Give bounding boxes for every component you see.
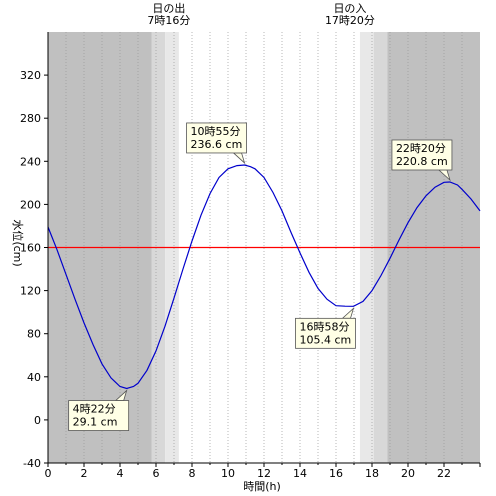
x-tick-label: 2: [81, 467, 88, 480]
y-tick-label: 40: [27, 371, 41, 384]
tooltip-time: 16時58分: [299, 320, 349, 333]
y-tick-label: 160: [20, 242, 41, 255]
axes-layer: -40 0 40 80 120 160 200 240 280 320 0 2 4 6 8 10 12 14 16 1…: [20, 32, 481, 480]
x-tick-label: 18: [365, 467, 379, 480]
tooltip-box: [68, 400, 130, 431]
tooltip-value: 105.4 cm: [299, 333, 351, 346]
tooltip-value: 29.1 cm: [73, 416, 118, 429]
x-tick-label: 20: [401, 467, 415, 480]
x-axis-label: 時間(h): [243, 480, 281, 493]
x-tick-label: 14: [293, 467, 307, 480]
water-level-series: [47, 164, 481, 390]
x-tick-label: 10: [221, 467, 235, 480]
y-tick-label: -40: [23, 457, 41, 470]
tooltip-time: 22時20分: [396, 142, 446, 155]
y-tick-label: 320: [20, 69, 41, 82]
sun-event-title: 日の入: [333, 2, 366, 15]
tooltip-box: [295, 317, 356, 349]
x-tick-label: 12: [257, 467, 271, 480]
tooltip-time: 4時22分: [73, 403, 116, 416]
sun-event-title: 日の出: [152, 1, 185, 15]
tooltip-value: 236.6 cm: [191, 138, 243, 151]
y-axis-label: 水位(cm): [11, 219, 25, 266]
y-tick-label: 80: [27, 328, 41, 341]
x-tick-label: 8: [189, 467, 196, 480]
x-tick-label: 4: [117, 467, 124, 480]
y-tick-label: 200: [20, 198, 41, 211]
x-tick-label: 16: [329, 467, 343, 480]
y-tick-label: 240: [20, 155, 41, 168]
y-tick-label: 280: [20, 112, 41, 125]
tooltip-time: 10時55分: [191, 125, 241, 138]
x-tick-label: 22: [437, 467, 451, 480]
x-tick-label: 0: [45, 467, 52, 480]
tooltip-box: [391, 139, 453, 171]
sun-event-time: 7時16分: [147, 14, 190, 27]
y-tick-label: 0: [34, 414, 41, 427]
tooltip-box: [186, 122, 247, 154]
sun-event-time: 17時20分: [325, 14, 375, 27]
tooltip-value: 220.8 cm: [396, 155, 448, 168]
x-tick-label: 6: [153, 467, 160, 480]
water-level-line: [47, 164, 481, 390]
y-tick-label: 120: [20, 285, 41, 298]
